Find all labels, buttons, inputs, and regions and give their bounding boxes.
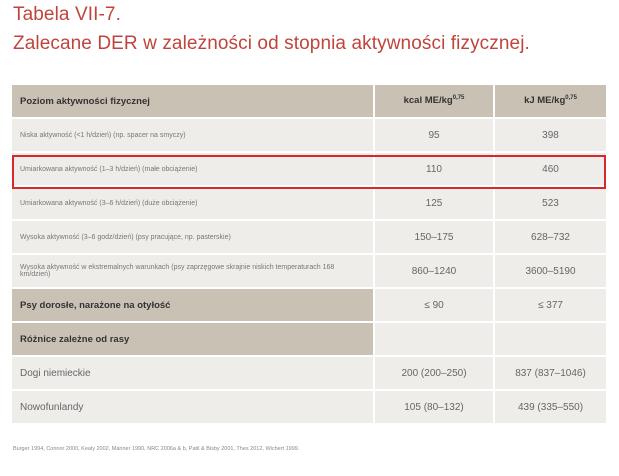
table-header-row: Poziom aktywności fizycznej kcal ME/kg0,… [12, 85, 606, 117]
table-title: Zalecane DER w zależności od stopnia akt… [13, 33, 530, 54]
row-kcal: ≤ 90 [375, 289, 493, 321]
row-kj: 3600–5190 [495, 255, 606, 287]
table-row-highlighted: Umiarkowana aktywność (1–3 h/dzień) (mał… [12, 153, 606, 185]
header-kj-label: kJ ME/kg [524, 95, 566, 107]
row-kcal: 150–175 [375, 221, 493, 253]
highlight-box [12, 155, 606, 189]
header-kcal-exponent: 0,75 [452, 95, 465, 102]
der-table: Poziom aktywności fizycznej kcal ME/kg0,… [10, 83, 608, 425]
row-kj: 398 [495, 119, 606, 151]
row-kcal [375, 323, 493, 355]
row-label: Wysoka aktywność w ekstremalnych warunka… [12, 255, 373, 287]
header-kcal-label: kcal ME/kg [403, 95, 453, 107]
table-row: Wysoka aktywność (3–6 godz/dzień) (psy p… [12, 221, 606, 253]
table-number: Tabela VII-7. [13, 4, 121, 25]
row-kj: 837 (837–1046) [495, 357, 606, 389]
row-label: Wysoka aktywność (3–6 godz/dzień) (psy p… [12, 221, 373, 253]
row-kcal: 125 [375, 187, 493, 219]
row-label: Dogi niemieckie [12, 357, 373, 389]
header-kcal: kcal ME/kg0,75 [375, 85, 493, 117]
table-row: Nowofunlandy 105 (80–132) 439 (335–550) [12, 391, 606, 423]
row-label: Niska aktywność (<1 h/dzień) (np. spacer… [12, 119, 373, 151]
row-kcal: 105 (80–132) [375, 391, 493, 423]
header-kj-exponent: 0,75 [565, 95, 577, 102]
row-kcal: 95 [375, 119, 493, 151]
row-kj: 628–732 [495, 221, 606, 253]
row-label: Nowofunlandy [12, 391, 373, 423]
row-label: Umiarkowana aktywność (3–6 h/dzień) (duż… [12, 187, 373, 219]
header-kj: kJ ME/kg0,75 [495, 85, 606, 117]
row-label: Psy dorosłe, narażone na otyłość [12, 289, 373, 321]
table-row: Dogi niemieckie 200 (200–250) 837 (837–1… [12, 357, 606, 389]
row-label: Umiarkowana aktywność (1–3 h/dzień) (mał… [12, 153, 373, 185]
row-kj: 460 [495, 153, 606, 185]
header-level: Poziom aktywności fizycznej [12, 85, 373, 117]
row-kcal: 200 (200–250) [375, 357, 493, 389]
row-kj [495, 323, 606, 355]
table-row-section: Różnice zależne od rasy [12, 323, 606, 355]
table-row: Niska aktywność (<1 h/dzień) (np. spacer… [12, 119, 606, 151]
references-footer: Burger 1994, Connor 2000, Kealy 2002, Mä… [13, 446, 300, 452]
row-kj: ≤ 377 [495, 289, 606, 321]
row-kj: 523 [495, 187, 606, 219]
row-kj: 439 (335–550) [495, 391, 606, 423]
table-row: Wysoka aktywność w ekstremalnych warunka… [12, 255, 606, 287]
table-row: Umiarkowana aktywność (3–6 h/dzień) (duż… [12, 187, 606, 219]
table-row-section: Psy dorosłe, narażone na otyłość ≤ 90 ≤ … [12, 289, 606, 321]
row-kcal: 110 [375, 153, 493, 185]
row-kcal: 860–1240 [375, 255, 493, 287]
row-label: Różnice zależne od rasy [12, 323, 373, 355]
